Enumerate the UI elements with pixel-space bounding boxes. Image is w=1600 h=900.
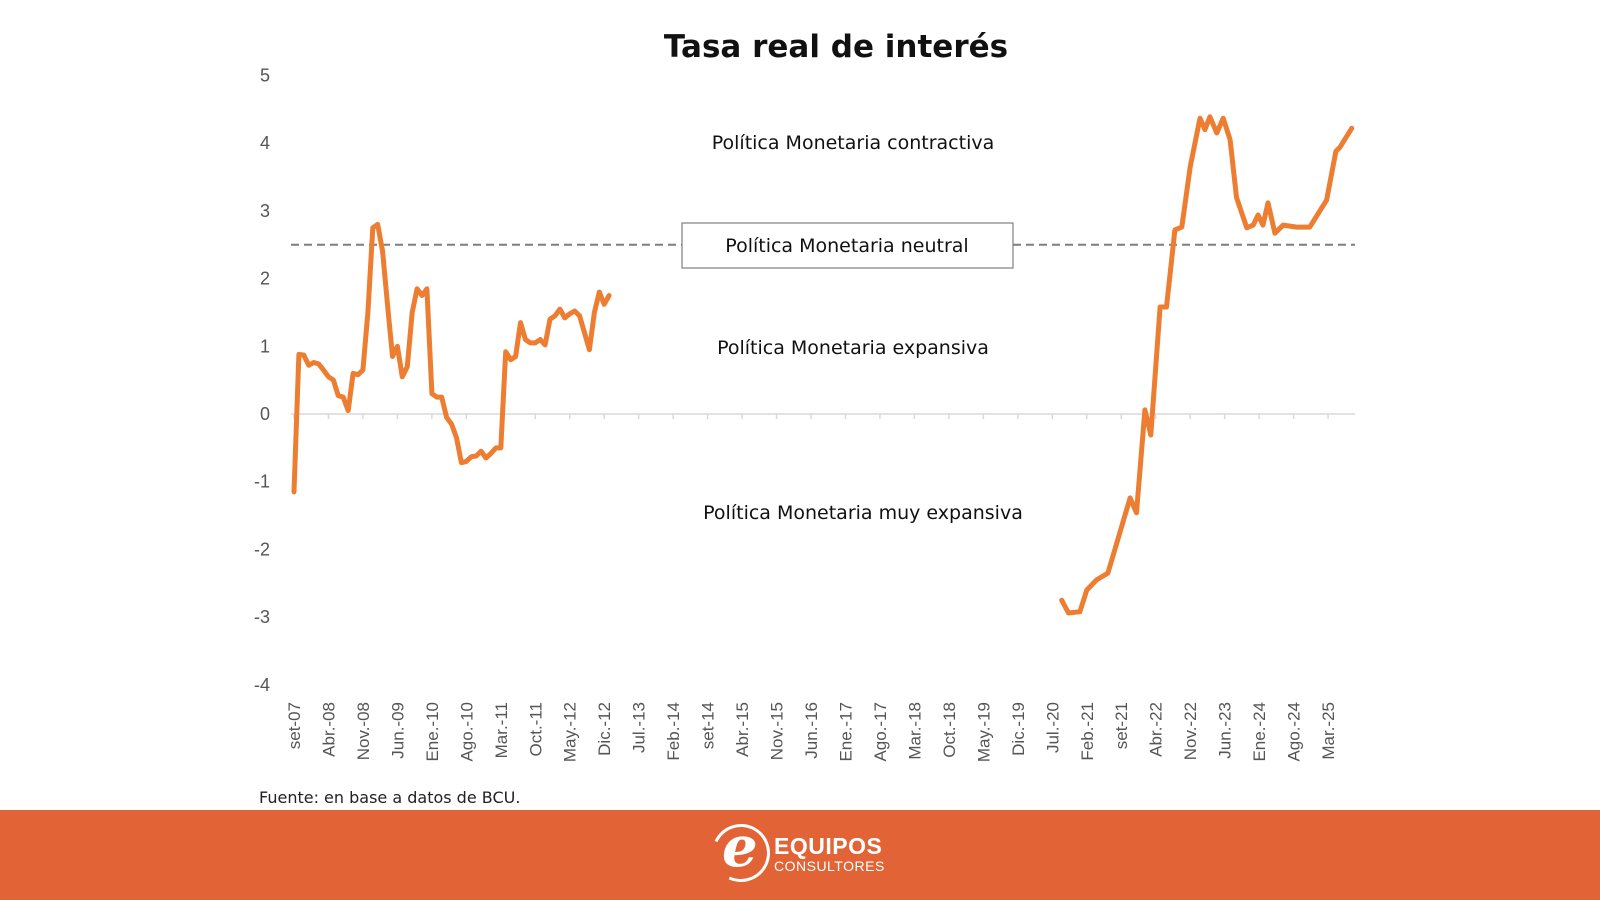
y-tick-label: 0 — [260, 404, 270, 424]
x-tick-label: Nov.-22 — [1181, 702, 1200, 760]
series-line-segment — [291, 221, 612, 495]
equipos-logo: e EQUIPOS CONSULTORES — [703, 814, 892, 891]
y-tick-label: -2 — [254, 539, 270, 559]
y-tick-label: -1 — [254, 472, 270, 492]
x-tick-label: May.-12 — [561, 702, 580, 762]
logo-e-icon: e — [722, 814, 758, 880]
x-tick-label: Feb.-14 — [664, 702, 683, 761]
logo-brand: EQUIPOS — [774, 833, 883, 859]
annotation-contractiva: Política Monetaria contractiva — [712, 132, 995, 154]
annotation-neutral: Política Monetaria neutral — [725, 235, 968, 257]
x-tick-label: set-14 — [699, 702, 718, 749]
x-tick-label: Nov.-08 — [354, 702, 373, 760]
x-tick-label: Ene.-10 — [423, 702, 442, 762]
x-tick-label: Ene.-24 — [1250, 702, 1269, 762]
annotation-muy-expansiva: Política Monetaria muy expansiva — [703, 502, 1023, 524]
series-line-segment — [1059, 114, 1355, 616]
annotation-expansiva: Política Monetaria expansiva — [717, 337, 989, 359]
x-tick-label: Jun.-16 — [802, 702, 821, 759]
footer-banner: e EQUIPOS CONSULTORES — [0, 810, 1600, 900]
chart: Tasa real de interés 5 4 3 2 1 0 -1 -2 -3 -4 set-… — [254, 29, 1355, 762]
y-axis: 5 4 3 2 1 0 -1 -2 -3 -4 — [254, 66, 270, 695]
y-tick-label: 5 — [260, 66, 270, 86]
x-tick-label: Mar.-11 — [492, 702, 511, 758]
source-note: Fuente: en base a datos de BCU. — [259, 788, 521, 807]
x-tick-label: Dic.-12 — [595, 702, 614, 756]
x-tick-label: Jul.-20 — [1043, 702, 1062, 753]
y-tick-label: 3 — [260, 201, 270, 221]
x-tick-label: Ago.-24 — [1285, 702, 1304, 762]
x-tick-label: Jun.-09 — [388, 702, 407, 759]
x-tick-label: Feb.-21 — [1078, 702, 1097, 761]
x-tick-label: Abr.-22 — [1147, 702, 1166, 757]
logo-brand-sub: CONSULTORES — [774, 858, 885, 874]
x-tick-label: Jun.-23 — [1216, 702, 1235, 759]
x-tick-label: set-07 — [285, 702, 304, 749]
x-tick-label: Oct.-18 — [940, 702, 959, 758]
y-tick-label: -3 — [254, 607, 270, 627]
y-tick-label: -4 — [254, 675, 270, 695]
neutral-label-box — [681, 222, 1014, 269]
y-tick-label: 2 — [260, 269, 270, 289]
x-tick-label: Ene.-17 — [836, 702, 855, 762]
y-tick-label: 1 — [260, 336, 270, 356]
x-tick-label: Dic.-19 — [1009, 702, 1028, 756]
x-tick-label: Ago.-17 — [871, 702, 890, 762]
y-tick-label: 4 — [260, 133, 270, 153]
x-tick-label: Abr.-15 — [733, 702, 752, 757]
x-tick-label: Mar.-25 — [1319, 702, 1338, 760]
chart-title: Tasa real de interés — [664, 29, 1008, 65]
x-tick-label: Abr.-08 — [319, 702, 338, 757]
x-tick-label: Ago.-10 — [457, 702, 476, 762]
x-tick-label: Oct.-11 — [526, 702, 545, 756]
x-tick-label: Nov.-15 — [768, 702, 787, 760]
series-tasa-real — [291, 114, 1355, 616]
x-tick-label: Mar.-18 — [905, 702, 924, 760]
x-tick-label: May.-19 — [974, 702, 993, 762]
x-tick-label: Jul.-13 — [630, 702, 649, 753]
x-tick-label: set-21 — [1112, 702, 1131, 749]
x-axis: set-07 Abr.-08 Nov.-08 Jun.-09 Ene.-10 Ago.-1… — [285, 414, 1338, 762]
